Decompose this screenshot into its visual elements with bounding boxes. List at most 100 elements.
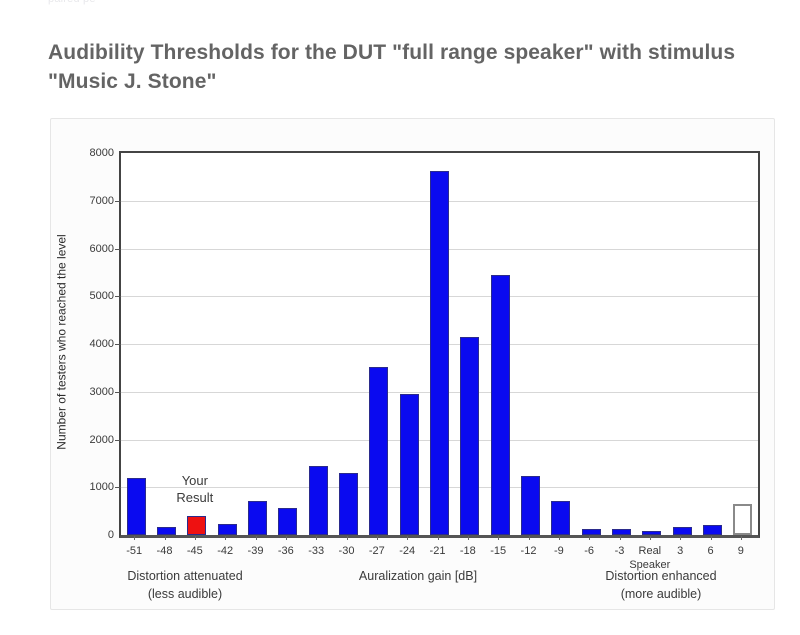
- x-axis-tick-mark: [316, 536, 318, 540]
- bar--45: [187, 516, 207, 535]
- page-title: Audibility Thresholds for the DUT "full …: [48, 41, 736, 93]
- x-axis-tick-label: -27: [368, 545, 385, 557]
- x-axis-tick-label: -3: [614, 545, 625, 557]
- bar-9: [733, 503, 753, 535]
- x-axis-tick-label: -42: [217, 545, 234, 557]
- bar--30: [339, 472, 358, 535]
- y-axis-title-label: Number of testers who reached the level: [55, 234, 70, 450]
- y-axis-tick-label: 1000: [89, 481, 114, 494]
- annotation-line-1: Your: [181, 473, 208, 489]
- x-axis-tick-mark: [134, 536, 136, 540]
- bar--36: [278, 508, 298, 535]
- bar--21: [430, 171, 449, 535]
- your-result-annotation: Your Result: [150, 472, 240, 506]
- x-axis-tick-mark: [255, 536, 257, 540]
- bar--12: [521, 476, 540, 535]
- x-axis-tick-mark: [589, 536, 591, 540]
- bar--48: [157, 527, 176, 535]
- bar--24: [399, 393, 419, 535]
- caption-distortion-enhanced: Distortion enhanced (more audible): [551, 567, 771, 603]
- x-axis-tick-label: -24: [399, 545, 416, 557]
- x-axis-tick-label: -36: [277, 545, 294, 557]
- caption-right-line-1: Distortion enhanced: [605, 569, 717, 583]
- x-axis-tick-label: -15: [490, 545, 507, 557]
- x-axis-tick-mark: [558, 536, 560, 540]
- bar--42: [217, 523, 237, 535]
- y-axis-tick-mark: [115, 296, 121, 298]
- x-axis-tick-mark: [740, 536, 742, 540]
- x-axis-tick-label: 9: [737, 545, 744, 557]
- caption-left-line-1: Distortion attenuated: [127, 569, 243, 583]
- caption-left-line-2: (less audible): [147, 587, 223, 601]
- y-axis-tick-label: 3000: [89, 385, 114, 398]
- x-axis-tick-mark: [649, 536, 651, 540]
- x-axis-tick-mark: [680, 536, 682, 540]
- bar--51: [126, 477, 146, 535]
- x-axis-tick-label: 6: [707, 545, 714, 557]
- x-axis-tick-label-line: Real: [638, 545, 662, 557]
- y-axis-tick-mark: [115, 200, 121, 202]
- y-axis-tick-mark: [115, 391, 121, 393]
- y-axis-tick-label: 5000: [89, 290, 114, 303]
- bar-chart: Number of testers who reached the level …: [51, 119, 776, 611]
- y-axis-tick-label: 2000: [89, 433, 114, 446]
- x-axis-tick-label: -21: [429, 545, 446, 557]
- caption-x-axis-title: Auralization gain [dB]: [303, 567, 533, 585]
- y-axis-tick-mark: [115, 487, 121, 489]
- y-axis-tick-label: 6000: [89, 242, 114, 255]
- bar-real-speaker: [642, 531, 662, 535]
- caption-distortion-attenuated: Distortion attenuated (less audible): [75, 567, 295, 603]
- bar--3: [612, 529, 631, 535]
- bar--9: [551, 500, 571, 535]
- x-axis-tick-label: -18: [459, 545, 476, 557]
- x-axis-tick-mark: [376, 536, 378, 540]
- y-axis-title: Number of testers who reached the level: [54, 151, 70, 533]
- bar-6: [703, 524, 722, 535]
- x-axis-tick-mark: [407, 536, 409, 540]
- x-axis-tick-label: -30: [338, 545, 355, 557]
- x-axis-tick-mark: [619, 536, 621, 540]
- x-axis-ticks: -51 -48 -45 -42 -39 -36 -33 -30 -27 -24 -21 -18 -15-…: [119, 536, 756, 580]
- x-axis-tick-label: -45: [186, 545, 203, 557]
- caption-middle-line-1: Auralization gain [dB]: [358, 569, 478, 583]
- bar--15: [490, 275, 510, 535]
- bar--27: [369, 367, 389, 535]
- x-axis-tick-mark: [346, 536, 348, 540]
- clipped-text-fragment: paired pe: [48, 0, 96, 5]
- x-axis-tick-mark: [437, 536, 439, 540]
- x-axis-tick-label: -39: [247, 545, 264, 557]
- y-axis-tick-mark: [115, 439, 121, 441]
- x-axis-tick-mark: [194, 536, 196, 540]
- x-axis-tick-mark: [710, 536, 712, 540]
- x-axis-tick-mark: [225, 536, 227, 540]
- y-axis-tick-label: 7000: [89, 194, 114, 207]
- x-axis-tick-mark: [498, 536, 500, 540]
- x-axis-tick-mark: [164, 536, 166, 540]
- chart-card: Number of testers who reached the level …: [50, 118, 775, 610]
- x-axis-tick-mark: [285, 536, 287, 540]
- x-axis-tick-label: -12: [520, 545, 537, 557]
- annotation-line-2: Result: [176, 490, 214, 506]
- x-axis-tick-label: -33: [308, 545, 325, 557]
- caption-right-line-2: (more audible): [620, 587, 702, 601]
- x-axis-tick-label: -9: [553, 545, 564, 557]
- y-axis-tick-label: 0: [107, 529, 114, 541]
- bar--33: [308, 465, 328, 535]
- y-axis-tick-label: 4000: [89, 338, 114, 350]
- x-axis-tick-mark: [528, 536, 530, 540]
- y-axis-tick-label: 8000: [89, 147, 114, 159]
- x-axis-tick-label-line: Speaker: [629, 559, 671, 571]
- x-axis-tick-label: 3: [677, 545, 684, 557]
- y-axis-tick-mark: [115, 344, 121, 345]
- x-axis-tick-label: -6: [584, 545, 595, 557]
- bar--18: [460, 336, 480, 535]
- bar-series: [121, 153, 758, 535]
- x-axis-tick-label: -51: [126, 545, 143, 557]
- bar--39: [248, 501, 267, 535]
- y-axis-tick-mark: [115, 248, 121, 250]
- bar--6: [581, 528, 601, 535]
- x-axis-tick-label: -48: [156, 545, 173, 557]
- x-axis-tick-label: Real Speaker: [629, 544, 670, 572]
- plot-area: 0 1000 2000 3000 4000 5000 6000 7000 8000: [90, 147, 760, 541]
- bar-3: [672, 526, 692, 535]
